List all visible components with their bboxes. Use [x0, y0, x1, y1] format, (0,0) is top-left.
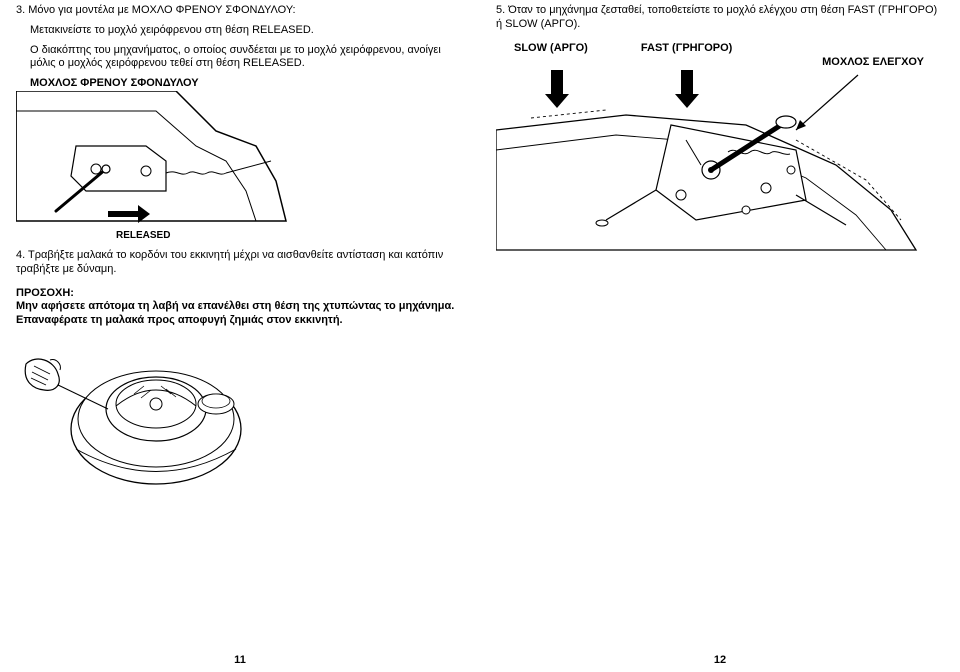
control-lever-label: ΜΟΧΛΟΣ ΕΛΕΓΧΟΥ: [496, 56, 944, 68]
item5: 5. Όταν το μηχάνημα ζεσταθεί, τοποθετείσ…: [496, 4, 944, 32]
item4: 4. Τραβήξτε μαλακά το κορδόνι του εκκινη…: [16, 249, 464, 277]
page-number-right: 12: [714, 654, 726, 666]
slow-label: SLOW (ΑΡΓΟ): [514, 42, 588, 54]
slow-fast-labels: SLOW (ΑΡΓΟ) FAST (ΓΡΗΓΟΡΟ): [496, 42, 944, 54]
warning-line2: Επαναφέρατε τη μαλακά προς αποφυγή ζημιά…: [16, 314, 464, 328]
item3-line3: Ο διακόπτης του μηχανήματος, ο οποίος συ…: [16, 44, 464, 72]
item3-line1: 3. Μόνο για μοντέλα με ΜΟΧΛΟ ΦΡΕΝΟΥ ΣΦΟΝ…: [16, 4, 464, 18]
fast-label: FAST (ΓΡΗΓΟΡΟ): [641, 42, 732, 54]
item3-line2: Μετακινείστε το μοχλό χειρόφρενου στη θέ…: [16, 24, 464, 38]
right-page: 5. Όταν το μηχάνημα ζεσταθεί, τοποθετείσ…: [480, 0, 960, 672]
flywheel-lever-title: ΜΟΧΛΟΣ ΦΡΕΝΟΥ ΣΦΟΝΔΥΛΟΥ: [30, 77, 464, 89]
warning-line1: Μην αφήσετε απότομα τη λαβή να επανέλθει…: [16, 300, 464, 314]
starter-pull-diagram: [16, 334, 464, 504]
control-lever-diagram: [496, 70, 944, 260]
released-label: RELEASED: [116, 230, 170, 241]
page-number-left: 11: [234, 654, 246, 666]
flywheel-lever-diagram: RELEASED: [16, 91, 464, 241]
warning-heading: ΠΡΟΣΟΧΗ:: [16, 287, 464, 301]
left-page: 3. Μόνο για μοντέλα με ΜΟΧΛΟ ΦΡΕΝΟΥ ΣΦΟΝ…: [0, 0, 480, 672]
